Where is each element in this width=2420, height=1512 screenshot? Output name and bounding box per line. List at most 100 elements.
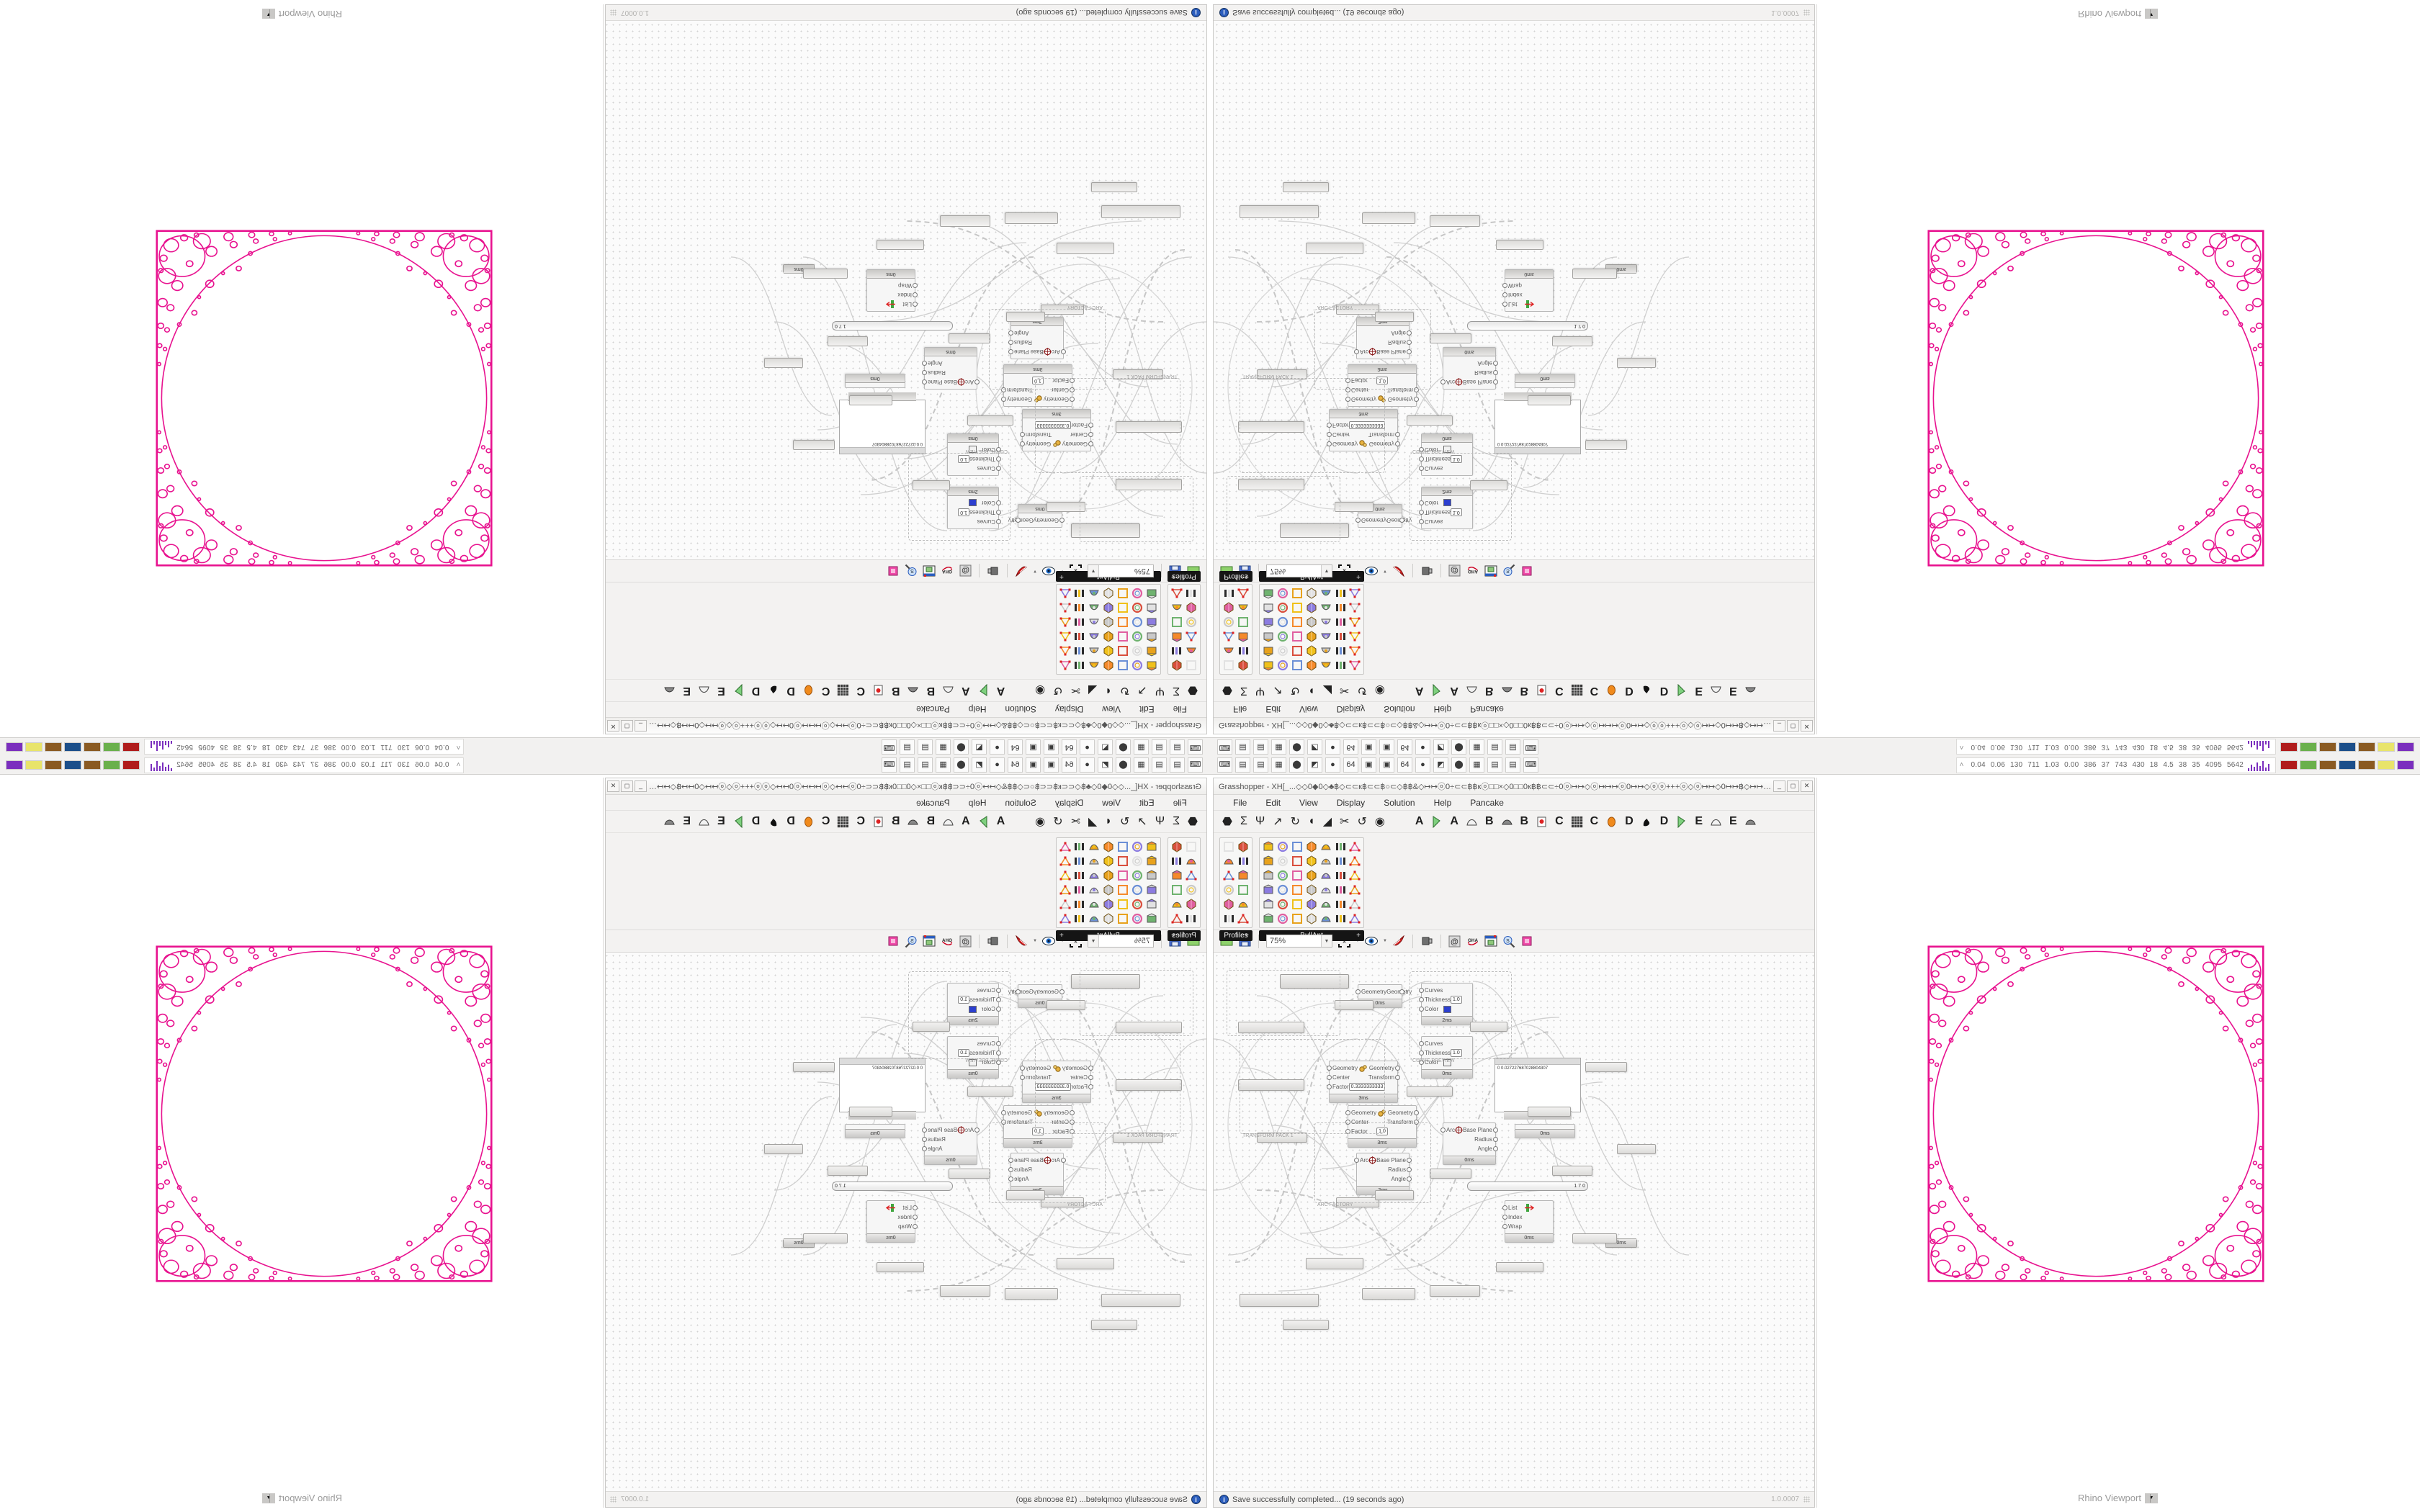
- component-param-row[interactable]: List: [1505, 300, 1553, 309]
- gh-component[interactable]: [1283, 182, 1329, 192]
- palette-component-button[interactable]: [1319, 630, 1332, 643]
- curve-spiral-icon[interactable]: ↻: [1119, 816, 1130, 828]
- screenshot-icon[interactable]: [923, 564, 936, 577]
- gh-component[interactable]: [1496, 240, 1543, 250]
- system-monitor[interactable]: ˄ 0.04 0.06 130 711 1.03 0.00 386 37 743 430 18 4.5…: [1955, 739, 2276, 755]
- ribbon-tab-icon-6[interactable]: [767, 816, 779, 828]
- calculator-icon[interactable]: ▦: [1134, 757, 1149, 773]
- palette-component-button[interactable]: [1319, 869, 1332, 882]
- palette-component-button[interactable]: [1291, 659, 1304, 672]
- palette-component-button[interactable]: [1059, 587, 1072, 600]
- ribbon-tab-icon-9[interactable]: [663, 685, 676, 697]
- menu-item-solution[interactable]: Solution: [1384, 704, 1415, 715]
- floppy64-icon[interactable]: 64: [1397, 739, 1412, 755]
- zoom-select[interactable]: 75% ▼: [1266, 935, 1332, 948]
- menu-item-file[interactable]: File: [1173, 704, 1187, 715]
- tray-yellow-icon[interactable]: [2378, 742, 2395, 752]
- palette-component-button[interactable]: [1185, 898, 1198, 911]
- output-port[interactable]: [1493, 1128, 1498, 1133]
- output-port[interactable]: [1414, 1120, 1419, 1125]
- palette-component-button[interactable]: [1334, 855, 1347, 868]
- palette-component-button[interactable]: [1073, 912, 1086, 925]
- ribbon-tab-icon-2[interactable]: [908, 685, 920, 697]
- notes2-icon[interactable]: ▤: [1253, 739, 1268, 755]
- ribbon-tab-icon-4[interactable]: [1571, 816, 1583, 828]
- ribbon-tab-icon-7[interactable]: [1675, 684, 1688, 697]
- menu-item-help[interactable]: Help: [968, 704, 987, 715]
- rhino-viewport-left[interactable]: Rhino Viewport ▼: [1816, 778, 2419, 1508]
- panel-component[interactable]: 0 0.0272276870288043070ms: [1494, 1058, 1581, 1120]
- component-param-row[interactable]: Index: [1505, 1212, 1553, 1222]
- palette-component-button[interactable]: [1334, 659, 1347, 672]
- input-port[interactable]: [913, 302, 918, 307]
- gh-component[interactable]: [1552, 1166, 1592, 1176]
- ribbon-tab-icon-0[interactable]: [1430, 684, 1443, 697]
- terminal-icon[interactable]: ⌨: [882, 757, 897, 773]
- component-param-row[interactable]: Radius: [1443, 368, 1495, 377]
- gh-component[interactable]: [849, 395, 892, 405]
- palette-component-button[interactable]: [1073, 898, 1086, 911]
- gh-component[interactable]: Geometry Geometry Center Transform Factor 0.3…: [1327, 409, 1400, 451]
- xterm-icon[interactable]: ▣: [1379, 739, 1394, 755]
- maximize-button[interactable]: ◻: [1787, 720, 1799, 732]
- gh-component[interactable]: [1005, 1288, 1058, 1300]
- ribbon-tab-2[interactable]: B: [926, 815, 936, 827]
- component-param-row[interactable]: Index: [867, 290, 915, 300]
- menu-item-pancake[interactable]: Pancake: [1470, 704, 1504, 715]
- gh-component[interactable]: [967, 1086, 1013, 1097]
- cow-icon[interactable]: ◩: [1433, 757, 1448, 773]
- palette-component-button[interactable]: [1262, 912, 1275, 925]
- component-param-row[interactable]: Wrap: [867, 1222, 915, 1231]
- palette-component-button[interactable]: [1222, 883, 1235, 896]
- ribbon-tab-3[interactable]: B: [891, 815, 900, 827]
- palette-component-button[interactable]: [1145, 644, 1158, 657]
- palette-component-button[interactable]: [1073, 587, 1086, 600]
- chevron-down-icon[interactable]: ▼: [1088, 935, 1099, 947]
- ribbon-tab-4[interactable]: C: [856, 685, 865, 697]
- chevron-down-icon[interactable]: ▼: [1355, 939, 1360, 943]
- output-port[interactable]: [1020, 1075, 1025, 1080]
- palette-component-button[interactable]: [1088, 601, 1101, 614]
- viewport-menu-button[interactable]: ▼: [262, 9, 276, 19]
- palette-expand-icon[interactable]: +: [1171, 932, 1175, 940]
- palette-component-button[interactable]: [1059, 644, 1072, 657]
- component-group[interactable]: [1080, 970, 1193, 1036]
- vector-arrow-icon[interactable]: ↗: [1273, 684, 1283, 696]
- palette-component-button[interactable]: [1319, 912, 1332, 925]
- input-port[interactable]: [1059, 518, 1065, 523]
- params-hexagon-icon[interactable]: ⬣: [1188, 684, 1198, 696]
- gh-component[interactable]: [1585, 440, 1627, 450]
- output-port[interactable]: [1407, 1167, 1412, 1172]
- gh-component[interactable]: Arc Base Plane Radius Angle 0ms: [922, 1122, 980, 1165]
- preview-eye-icon[interactable]: [1042, 935, 1056, 948]
- ribbon-tab-icon-6[interactable]: [1641, 816, 1653, 828]
- remote-panel-icon[interactable]: @: [1448, 935, 1461, 948]
- palette-component-button[interactable]: [1102, 855, 1115, 868]
- terminal-icon[interactable]: ⌨: [1523, 757, 1538, 773]
- palette-expand-icon[interactable]: +: [1171, 572, 1175, 580]
- menu-item-solution[interactable]: Solution: [1005, 704, 1036, 715]
- gh-component[interactable]: [1240, 1294, 1319, 1307]
- input-port[interactable]: [1327, 1066, 1332, 1071]
- games-icon[interactable]: ⬤: [1116, 739, 1131, 755]
- output-port[interactable]: [1001, 397, 1006, 402]
- screenshot-icon[interactable]: [923, 935, 936, 948]
- gh-component[interactable]: Curves Thickness 1.0 Color 0ms: [1419, 1036, 1473, 1079]
- gh-component[interactable]: [1057, 1258, 1114, 1269]
- number-slider[interactable]: 1 7 0: [1467, 1182, 1588, 1191]
- ribbon-tab-1[interactable]: A: [962, 685, 970, 697]
- ribbon-tab-icon-9[interactable]: [1744, 685, 1757, 697]
- palette-component-button[interactable]: [1170, 855, 1183, 868]
- palette-component-button[interactable]: [1059, 659, 1072, 672]
- component-group[interactable]: [1035, 1039, 1180, 1134]
- ribbon-tab-8[interactable]: E: [1695, 685, 1703, 697]
- palette-component-button[interactable]: [1185, 840, 1198, 853]
- ribbon-tab-icon-2[interactable]: [908, 816, 920, 828]
- palette-component-button[interactable]: [1305, 601, 1318, 614]
- find-icon[interactable]: S: [1502, 935, 1515, 948]
